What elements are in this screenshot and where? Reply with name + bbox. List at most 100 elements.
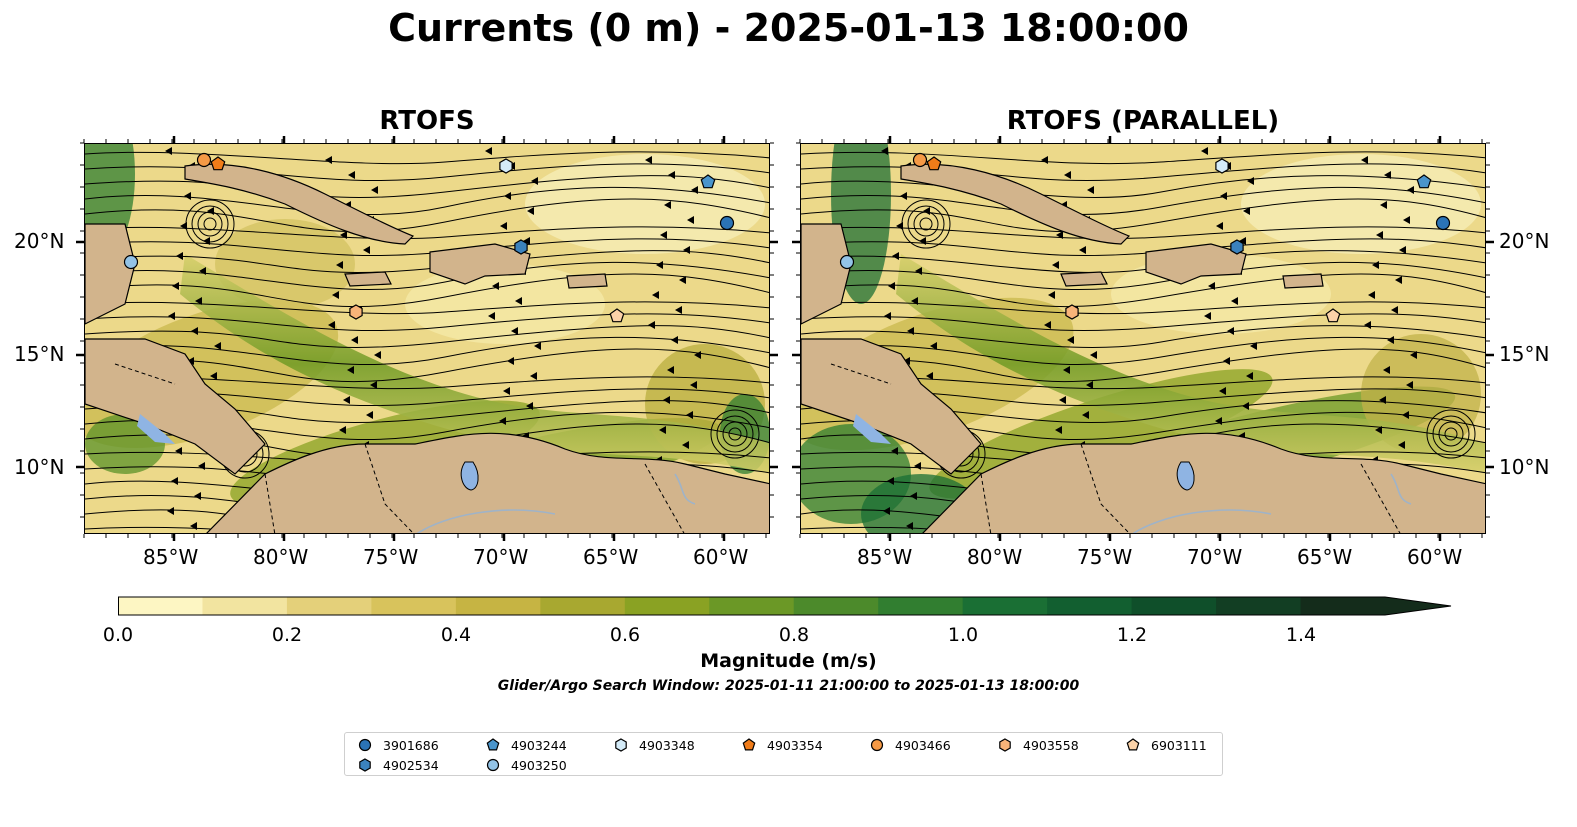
legend-marker [486,738,500,751]
streamline [85,151,769,165]
streamline-arrow [891,447,898,455]
streamline-arrow [1403,216,1410,224]
colorbar-tick-label: 0.2 [271,624,303,646]
streamline-arrow [914,462,921,470]
speed-contour [405,264,605,344]
streamline-arrow [336,261,343,269]
streamline-arrow [664,201,671,209]
hexagon-marker-icon [999,738,1011,752]
eddy-streamline [716,415,754,453]
streamline [85,186,769,216]
streamline-arrow [690,381,697,389]
streamline-arrow [1399,246,1406,254]
lat-tick-label: 10°N [1499,455,1550,479]
streamline-arrow [645,156,652,164]
search-window-note: Glider/Argo Search Window: 2025-01-11 21… [497,678,1080,694]
streamline-arrow [1059,396,1066,404]
colorbar-tick-label: 1.0 [947,624,979,646]
streamline-arrow [1361,156,1368,164]
platform-marker [912,152,928,168]
platform-marker [1230,239,1244,255]
legend-marker [486,758,500,772]
legend-item: 4903558 [997,737,1079,753]
streamline-arrow [165,147,172,155]
streamline [85,325,769,348]
streamline-arrow [881,147,888,155]
streamline-arrow [1215,417,1222,425]
streamline-arrow [1246,372,1253,380]
streamline-arrow [1406,381,1413,389]
streamline-arrow [500,222,507,230]
streamline-arrow [374,351,381,359]
streamline-arrow [659,426,666,434]
streamline-arrow [366,411,373,419]
streamline-arrow [888,282,895,290]
figure-title: Currents (0 m) - 2025-01-13 18:00:00 [388,6,1189,50]
eddy-streamline [901,199,951,249]
platform-marker [123,254,139,270]
streamline-arrow [488,312,495,320]
legend-marker [742,738,756,751]
streamline [801,186,1485,216]
streamline-arrow [167,507,174,515]
panel-title-rtofs: RTOFS [379,106,475,136]
streamline-arrow [1223,357,1230,365]
land-yucatan [801,223,852,325]
lat-tick-label: 20°N [14,229,65,253]
colorbar-segment [371,597,457,615]
streamline-arrow [1387,336,1394,344]
colorbar-outline [118,596,1452,616]
pentagon-marker-icon [1126,738,1140,751]
lake-nicaragua [137,414,175,444]
streamline-arrow [915,267,922,275]
streamline-arrow [503,387,510,395]
streamline-arrow [351,336,358,344]
streamline-arrow [1086,381,1093,389]
streamline-arrow [896,222,903,230]
country-border [1080,443,1130,533]
colorbar-segment [1131,597,1217,615]
streamline-arrow [1067,336,1074,344]
streamline-arrow [198,462,205,470]
streamline [85,336,769,366]
lat-tick-label: 15°N [14,342,65,366]
streamline-arrow [1376,231,1383,239]
river [674,473,696,505]
legend-label: 4903466 [895,737,951,753]
streamline-arrow [1364,321,1371,329]
streamline-arrow [343,396,350,404]
streamline-arrow [492,282,499,290]
streamline-arrow [180,222,187,230]
map-panel-rtofs [84,143,770,534]
colorbar-label: Magnitude (m/s) [700,650,877,672]
legend-item: 4903250 [485,757,567,773]
streamline-arrow [176,252,183,260]
river [1132,509,1272,533]
platform-marker [1435,215,1451,231]
streamline-arrow [1041,156,1048,164]
legend-item: 4903244 [485,737,567,753]
map-panel-rtofs-parallel [800,143,1486,534]
streamline-arrow [1250,342,1257,350]
streamline-arrow [1064,171,1071,179]
streamline-arrow [328,321,335,329]
streamline-arrow [1384,171,1391,179]
streamline-arrow [531,177,538,185]
streamline [85,261,769,291]
eddy-streamline [185,199,235,249]
streamline-arrow [199,267,206,275]
streamline-arrow [1247,177,1254,185]
streamline-arrow [1391,306,1398,314]
colorbar-segment [455,597,541,615]
lon-tick-label: 85°W [857,545,913,569]
streamline-arrow [1082,411,1089,419]
caribbean-current-jet [180,254,769,474]
land-central-america [801,338,982,475]
legend-label: 4903250 [511,757,567,773]
streamline [85,376,769,390]
platform-marker [349,304,363,320]
streamline-arrow [907,327,914,335]
lake-maracaibo [460,461,479,491]
streamline-arrow [926,372,933,380]
legend-marker [358,738,372,752]
